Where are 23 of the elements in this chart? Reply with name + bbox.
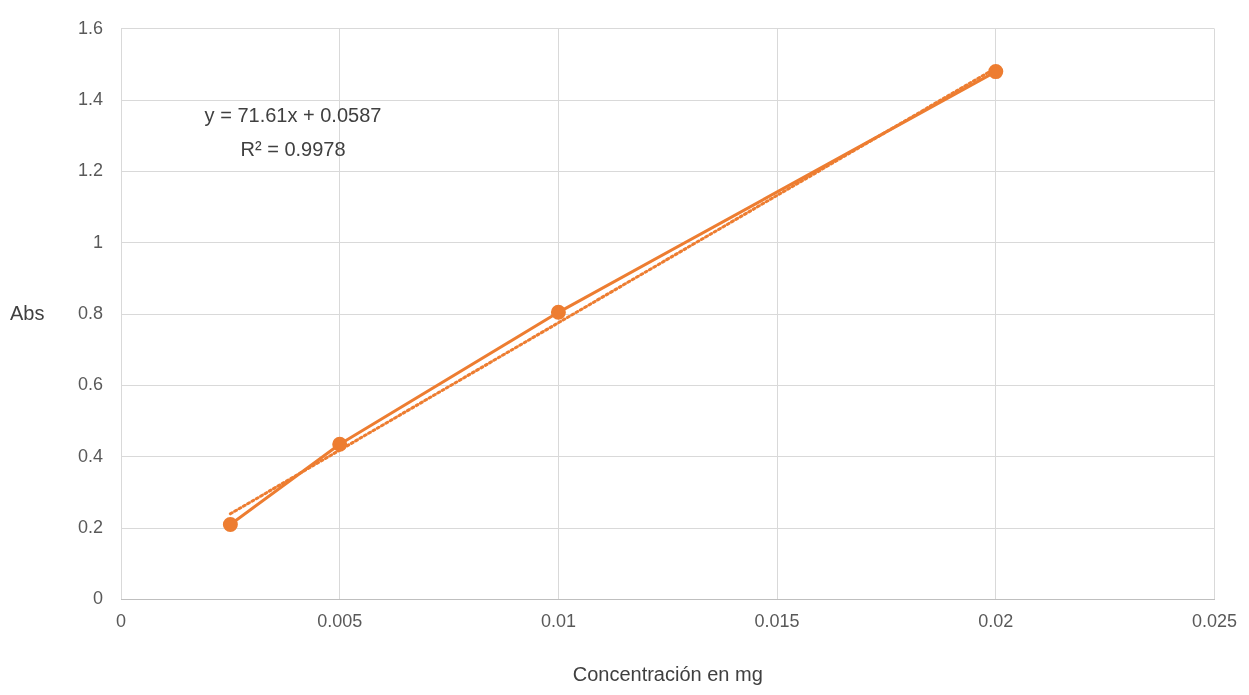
annotation: R² = 0.9978 [240, 138, 346, 161]
y-tick-label: 1 [93, 231, 104, 252]
y-tick-label: 0.6 [77, 374, 104, 395]
x-tick-label: 0.01 [540, 611, 576, 632]
annotation: y = 71.61x + 0.0587 [204, 104, 382, 127]
y-tick-label: 0 [93, 588, 104, 609]
y-tick-label: 1.4 [77, 89, 104, 110]
point [988, 64, 1004, 80]
y-tick-label: 1.2 [77, 160, 104, 181]
y-tick-label: 0.8 [77, 303, 104, 324]
point [222, 517, 238, 533]
x-tick-label: 0.005 [317, 611, 363, 632]
x-tick-label: 0.025 [1191, 611, 1237, 632]
point [332, 436, 348, 452]
x-axis-title: Concentración en mg [572, 662, 763, 685]
point [550, 304, 566, 320]
x-tick-label: 0.015 [754, 611, 800, 632]
y-tick-label: 0.2 [77, 517, 104, 538]
x-tick-label: 0 [116, 611, 127, 632]
y-axis-title: Abs [10, 301, 45, 324]
y-tick-label: 1.6 [77, 17, 104, 38]
x-tick-label: 0.02 [978, 611, 1014, 632]
y-tick-label: 0.4 [77, 445, 104, 466]
